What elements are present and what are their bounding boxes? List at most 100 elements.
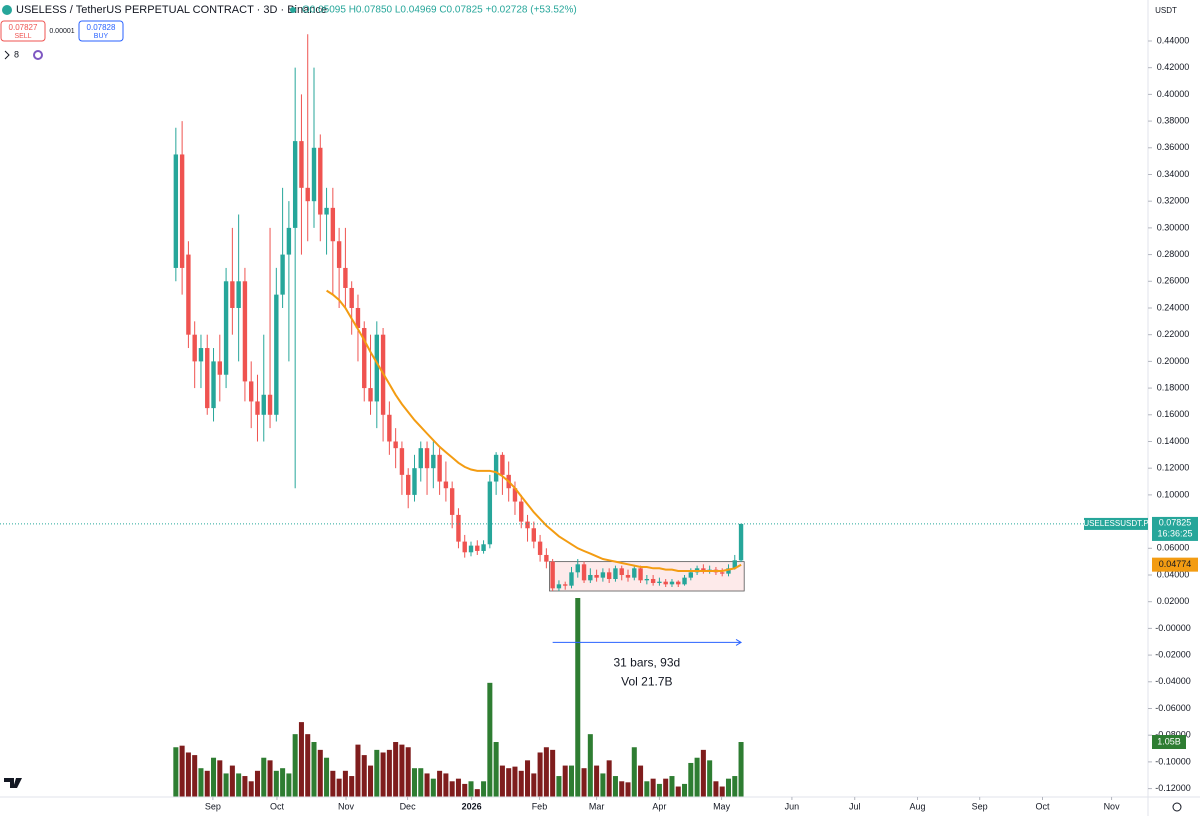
y-tick-label: 0.28000 bbox=[1157, 249, 1190, 259]
volume-bar bbox=[462, 783, 468, 797]
volume-bar bbox=[342, 770, 348, 797]
candle-body bbox=[588, 574, 593, 581]
volume-bar bbox=[568, 765, 574, 797]
candle-body bbox=[211, 361, 216, 409]
volume-bar bbox=[449, 781, 455, 797]
volume-bar bbox=[305, 734, 311, 797]
y-tick-label: 0.42000 bbox=[1157, 62, 1190, 72]
volume-bar bbox=[700, 749, 706, 797]
candle-body bbox=[493, 454, 499, 482]
volume-bar bbox=[204, 770, 210, 797]
volume-bar bbox=[481, 781, 487, 797]
candle-body bbox=[261, 394, 266, 415]
y-tick-label: 0.24000 bbox=[1157, 302, 1190, 312]
x-tick-label: Sep bbox=[972, 801, 988, 811]
candle-body bbox=[475, 545, 480, 551]
volume-bar bbox=[688, 762, 694, 797]
volume-bar bbox=[424, 773, 430, 797]
candle-body bbox=[286, 227, 292, 255]
candle-body bbox=[575, 564, 580, 573]
y-tick-label: 0.10000 bbox=[1157, 489, 1190, 499]
candle-body bbox=[581, 564, 587, 581]
indicator-icon[interactable] bbox=[33, 50, 43, 60]
x-tick-label: Sep bbox=[205, 801, 221, 811]
moving-average bbox=[326, 289, 742, 572]
volume-bar bbox=[223, 773, 229, 797]
x-tick-label: Oct bbox=[270, 801, 285, 811]
volume-bar bbox=[185, 752, 191, 797]
volume-bar bbox=[537, 752, 543, 797]
volume-bar bbox=[682, 783, 688, 797]
measure-arrowhead bbox=[735, 638, 743, 646]
candle-body bbox=[481, 544, 486, 551]
candle-body bbox=[324, 207, 329, 215]
volume-bar bbox=[405, 747, 411, 797]
candle-body bbox=[230, 281, 235, 308]
volume-bar bbox=[292, 734, 298, 797]
volume-bar bbox=[324, 757, 330, 797]
volume-bar bbox=[211, 757, 217, 797]
candle-body bbox=[418, 448, 423, 469]
last-price-box bbox=[1152, 516, 1198, 541]
volume-bar bbox=[267, 760, 273, 797]
volume-bar bbox=[663, 778, 669, 797]
candle-body bbox=[205, 348, 210, 409]
volume-bar bbox=[273, 770, 279, 797]
candle-body bbox=[299, 141, 304, 188]
y-tick-label: 0.06000 bbox=[1157, 543, 1190, 553]
volume-bar bbox=[317, 749, 323, 797]
volume-bar bbox=[499, 765, 505, 797]
volume-bar bbox=[518, 770, 524, 797]
plot-area bbox=[0, 34, 1148, 797]
volume-bar bbox=[581, 768, 587, 797]
y-tick-label: 0.04000 bbox=[1157, 569, 1190, 579]
candle-body bbox=[537, 541, 543, 555]
candle-body bbox=[738, 523, 744, 561]
volume-bar bbox=[531, 773, 537, 797]
ma-last-label: 0.04774 bbox=[1159, 559, 1192, 569]
candle-body bbox=[462, 541, 467, 553]
candle-body bbox=[606, 572, 612, 579]
sell-button[interactable] bbox=[0, 20, 46, 42]
candle-body bbox=[280, 254, 285, 295]
candle-body bbox=[412, 468, 417, 495]
y-tick-label: -0.06000 bbox=[1155, 703, 1191, 713]
volume-bar bbox=[474, 789, 480, 797]
volume-label-box bbox=[1152, 735, 1186, 750]
buy-button[interactable] bbox=[78, 20, 124, 42]
volume-bar bbox=[192, 755, 198, 797]
candle-body bbox=[550, 561, 555, 589]
volume-bar bbox=[198, 768, 204, 797]
candle-body bbox=[406, 474, 411, 495]
y-tick-label: 0.40000 bbox=[1157, 89, 1190, 99]
volume-bar bbox=[380, 752, 386, 797]
volume-bar bbox=[562, 765, 568, 797]
x-tick-label: Aug bbox=[910, 801, 926, 811]
candle-body bbox=[613, 568, 618, 579]
collapse-arrow[interactable] bbox=[4, 50, 10, 60]
volume-bar bbox=[506, 768, 512, 797]
candle-body bbox=[437, 454, 442, 482]
candle-body bbox=[336, 241, 342, 268]
volume-bar bbox=[656, 783, 662, 797]
currency-box[interactable] bbox=[1152, 3, 1196, 19]
y-tick-label: 0.22000 bbox=[1157, 329, 1190, 339]
volume-bar bbox=[430, 778, 436, 797]
settings-icon[interactable] bbox=[1172, 802, 1182, 812]
volume-bar bbox=[418, 768, 424, 797]
candle-body bbox=[531, 528, 537, 542]
volume-bar bbox=[311, 742, 317, 797]
volume-bar bbox=[242, 776, 248, 797]
candle-body bbox=[663, 581, 668, 585]
candle-body bbox=[179, 154, 185, 268]
volume-bar bbox=[612, 776, 618, 797]
y-tick-label: 0.30000 bbox=[1157, 222, 1190, 232]
candle-body bbox=[632, 568, 637, 578]
candle-body bbox=[456, 514, 461, 542]
x-tick-label: Jun bbox=[785, 801, 800, 811]
currency: USDT bbox=[1155, 6, 1177, 15]
y-tick-label: -0.12000 bbox=[1155, 783, 1191, 793]
candle-body bbox=[368, 388, 373, 402]
spread: 0.00001 bbox=[49, 28, 74, 35]
x-tick-label: Jul bbox=[849, 801, 861, 811]
